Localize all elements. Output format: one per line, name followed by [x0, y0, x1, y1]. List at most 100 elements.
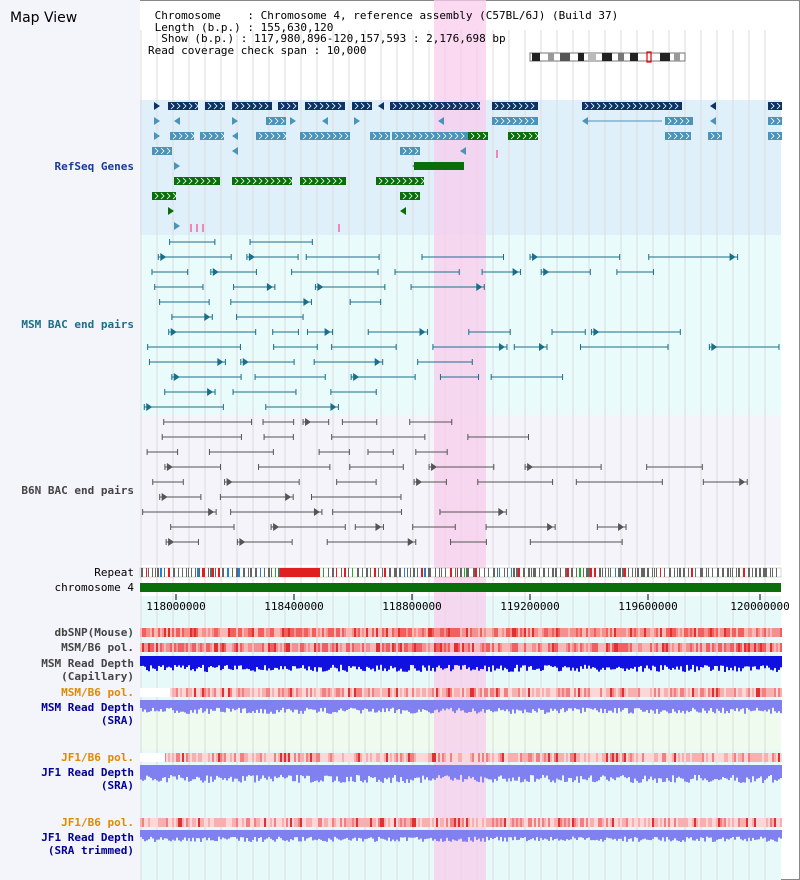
dbsnp-cell: [288, 628, 290, 637]
dbsnp-cell: [488, 628, 490, 637]
msm-b6-pol-cell: [520, 643, 522, 652]
msm-read-depth-sra-bar: [372, 700, 374, 709]
msm-b6-pol-sra-cell: [748, 688, 750, 697]
track-label-jf1-read-depth-sra[interactable]: JF1 Read Depth (SRA): [41, 766, 134, 792]
jf1-b6-pol-trimmed-cell: [498, 818, 500, 827]
msm-read-depth-sra-bar: [620, 700, 622, 712]
dbsnp-cell: [442, 628, 444, 637]
jf1-read-depth-sra-bar: [456, 765, 458, 780]
msm-read-depth-sra-bar: [700, 700, 702, 713]
msm-read-depth-sra-bar: [146, 700, 148, 713]
msm-b6-pol-cell: [192, 643, 194, 652]
msm-b6-pol-sra-cell: [320, 688, 322, 697]
msm-read-depth-capillary-bar: [676, 656, 678, 667]
jf1-b6-pol-cell: [486, 753, 488, 762]
jf1-b6-pol-cell: [232, 753, 234, 762]
dbsnp-cell: [262, 628, 264, 637]
jf1-b6-pol-cell: [678, 753, 680, 762]
msm-b6-pol-cell: [764, 643, 766, 652]
jf1-b6-pol-cell: [522, 753, 524, 762]
msm-bac-pair-arrow: [317, 283, 324, 291]
jf1-b6-pol-cell: [378, 753, 380, 762]
dbsnp-cell: [574, 628, 576, 637]
jf1-read-depth-sra-bar: [704, 765, 706, 779]
track-label-b6n-bac[interactable]: B6N BAC end pairs: [21, 484, 134, 497]
msm-b6-pol-sra-cell: [422, 688, 424, 697]
jf1-read-depth-sra-bar: [274, 765, 276, 777]
jf1-read-depth-sra-bar: [164, 765, 166, 778]
gene-direction: [464, 102, 469, 110]
track-label-dbsnp[interactable]: dbSNP(Mouse): [54, 626, 134, 639]
msm-b6-pol-sra-cell: [352, 688, 354, 697]
track-label-msm-b6-pol[interactable]: MSM/B6 pol.: [61, 641, 134, 654]
jf1-b6-pol-cell: [664, 753, 666, 762]
jf1-b6-pol-cell: [406, 753, 408, 762]
track-label-jf1-b6-pol[interactable]: JF1/B6 pol.: [61, 751, 134, 764]
msm-bac-pair-arrow: [538, 343, 545, 351]
msm-b6-pol-cell: [352, 643, 354, 652]
jf1-b6-pol-cell: [436, 753, 438, 762]
gene-direction: [207, 102, 212, 110]
msm-read-depth-capillary-bar: [242, 656, 244, 670]
msm-b6-pol-cell: [244, 643, 246, 652]
jf1-read-depth-trimmed-bar: [318, 830, 320, 839]
msm-read-depth-capillary-bar: [324, 656, 326, 672]
jf1-read-depth-sra-bar: [576, 765, 578, 777]
track-label-refseq[interactable]: RefSeq Genes: [54, 160, 134, 173]
jf1-b6-pol-trimmed-cell: [422, 818, 424, 827]
msm-read-depth-sra-bar: [258, 700, 260, 713]
gene-direction: [716, 132, 721, 140]
dbsnp-cell: [760, 628, 762, 637]
msm-read-depth-capillary-bar: [326, 656, 328, 671]
jf1-b6-pol-trimmed-cell: [410, 818, 412, 827]
jf1-b6-pol-trimmed-cell: [600, 818, 602, 827]
msm-b6-pol-sra-cell: [770, 688, 772, 697]
track-label-msm-bac[interactable]: MSM BAC end pairs: [21, 318, 134, 331]
track-label-msm-read-depth-capillary[interactable]: MSM Read Depth (Capillary): [41, 657, 134, 683]
jf1-read-depth-trimmed-bar: [146, 830, 148, 841]
gene-direction: [170, 102, 175, 110]
jf1-read-depth-trimmed-bar: [196, 830, 198, 838]
msm-b6-pol-sra-cell: [458, 688, 460, 697]
jf1-b6-pol-cell: [624, 753, 626, 762]
msm-read-depth-capillary-bar: [340, 656, 342, 665]
msm-read-depth-sra-bar: [600, 700, 602, 709]
gene-direction: [282, 177, 287, 185]
msm-read-depth-sra-bar: [216, 700, 218, 708]
gene-direction: [326, 132, 331, 140]
msm-b6-pol-cell: [576, 643, 578, 652]
gene-direction: [584, 102, 589, 110]
msm-read-depth-capillary-bar: [714, 656, 716, 666]
gene-direction: [332, 177, 337, 185]
jf1-read-depth-sra-bar: [180, 765, 182, 778]
jf1-read-depth-trimmed-bar: [696, 830, 698, 839]
jf1-read-depth-sra-bar: [362, 765, 364, 783]
gene-direction: [412, 132, 417, 140]
track-label-jf1-b6-pol-trimmed[interactable]: JF1/B6 pol.: [61, 816, 134, 829]
jf1-read-depth-sra-bar: [494, 765, 496, 779]
track-label-jf1-read-depth-trimmed[interactable]: JF1 Read Depth (SRA trimmed): [41, 831, 134, 857]
msm-b6-pol-sra-cell: [214, 688, 216, 697]
jf1-b6-pol-cell: [404, 753, 406, 762]
jf1-read-depth-trimmed-bar: [706, 830, 708, 837]
msm-read-depth-sra-bar: [722, 700, 724, 708]
track-label-repeat[interactable]: Repeat: [94, 566, 134, 579]
track-label-msm-read-depth-sra[interactable]: MSM Read Depth (SRA): [41, 701, 134, 727]
track-label-chromosome[interactable]: chromosome 4: [54, 581, 134, 594]
jf1-read-depth-sra-bar: [308, 765, 310, 776]
jf1-b6-pol-trimmed-cell: [302, 818, 304, 827]
dbsnp-cell: [708, 628, 710, 637]
msm-read-depth-capillary-bar: [302, 656, 304, 666]
track-label-msm-b6-pol-sra[interactable]: MSM/B6 pol.: [61, 686, 134, 699]
jf1-b6-pol-trimmed-cell: [462, 818, 464, 827]
jf1-read-depth-sra-bar: [418, 765, 420, 778]
msm-b6-pol-cell: [286, 643, 288, 652]
msm-read-depth-sra-bar: [366, 700, 368, 709]
msm-read-depth-sra-bar: [568, 700, 570, 709]
msm-read-depth-capillary-bar: [462, 656, 464, 666]
msm-b6-pol-sra-cell: [186, 688, 188, 697]
jf1-b6-pol-cell: [640, 753, 642, 762]
jf1-b6-pol-trimmed-cell: [484, 818, 486, 827]
jf1-b6-pol-cell: [408, 753, 410, 762]
